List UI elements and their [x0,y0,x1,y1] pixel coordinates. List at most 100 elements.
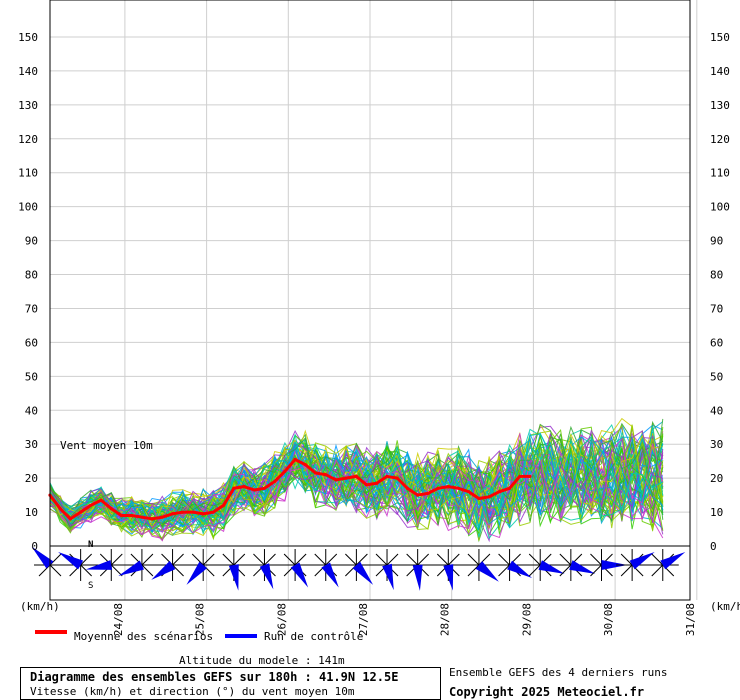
wind-direction-wedge [259,563,274,590]
wind-rose [186,549,220,585]
title-box: Diagramme des ensembles GEFS sur 180h : … [20,667,441,700]
ensemble-members [49,417,664,543]
wind-rose [248,549,281,590]
wind-direction-wedge [507,560,533,578]
wind-rose [340,549,374,585]
wind-direction-wedge [382,563,394,591]
mean-series [48,457,532,521]
wind-rose [217,549,250,591]
ensemble-member-line [49,425,664,529]
y-tick-left: 10 [25,506,38,519]
wind-rose [401,549,434,591]
wind-rose-axis [345,553,368,577]
mean-point [416,493,420,497]
wind-direction-wedge [475,561,499,582]
y-tick-right: 90 [710,235,723,248]
mean-point [354,474,358,479]
mean-point [344,476,348,480]
mean-point [313,471,318,475]
y-tick-left: 80 [25,269,38,282]
wind-direction-wedge [31,546,54,569]
mean-point [232,486,236,490]
chart-title: Diagramme des ensembles GEFS sur 180h : … [30,670,399,684]
wind-direction-wedge [660,552,686,570]
y-tick-left: 20 [25,472,38,485]
date-tick-label: 27/08 [357,603,370,636]
wind-rose [554,549,596,581]
mean-point [79,510,83,514]
ensemble-note: Ensemble GEFS des 4 derniers runs [449,666,668,679]
y-tick-left: 70 [25,302,38,315]
mean-point [518,474,522,479]
wind-direction-wedge [321,562,339,588]
mean-point [283,469,287,473]
chart-axes: 0 0 10 10 20 20 30 30 40 40 50 50 60 60 70 70 80 80 90 90 10… [18,0,730,636]
wind-direction-wedge [118,560,145,576]
mean-point [140,515,144,519]
y-tick-left: 60 [25,336,38,349]
mean-line [48,457,530,521]
wind-rose [493,549,533,581]
y-tick-left: 90 [25,235,38,248]
mean-point [497,490,501,494]
wind-rose [462,549,499,582]
legend-mean-swatch [35,630,67,634]
compass-south: S [88,581,94,591]
mean-point [252,488,256,492]
mean-point [68,517,73,521]
wind-direction-wedge [629,552,655,570]
y-tick-right: 70 [710,302,723,315]
mean-point [507,486,512,490]
mean-point [150,517,154,521]
ensemble-member-line [49,437,664,531]
wind-direction-wedge [228,564,239,591]
mean-point [89,503,93,507]
mean-point [303,462,307,467]
wind-rose [646,549,686,581]
y-tick-right: 150 [710,31,730,44]
wind-direction-wedge [412,564,423,591]
mean-point [119,513,124,518]
mean-point [426,491,430,495]
wind-rose [151,549,189,581]
mean-point [293,457,297,462]
mean-point [191,510,195,514]
mean-point [446,485,450,489]
wind-direction-wedge [569,560,596,574]
mean-point [170,512,175,516]
y-tick-left: 100 [18,201,38,214]
wind-rose [118,549,158,581]
wind-rose [58,549,97,581]
mean-point [467,490,471,494]
y-tick-left: 110 [18,167,38,180]
wind-rose [432,549,465,591]
mean-point [211,510,216,514]
wind-roses [31,546,686,591]
mean-point [58,507,62,511]
legend-control-label: Run de contrôle [264,630,364,643]
wind-direction-wedge [538,560,565,574]
mean-point [385,474,389,479]
date-tick-label: 30/08 [602,603,615,636]
date-tick-label: 26/08 [275,603,288,636]
wind-direction-wedge [58,552,84,570]
compass-north: N [88,540,94,550]
unit-left: (km/h) [20,600,60,613]
ensemble-member-line [49,424,664,526]
mean-point [324,473,328,477]
unit-right: (km/h) [710,600,740,613]
wind-direction-wedge [290,562,309,588]
wind-rose [524,549,565,581]
wind-rose [371,549,404,591]
y-tick-right: 0 [710,540,717,553]
mean-point [405,486,410,490]
wind-direction-wedge [85,560,113,570]
wind-rose [279,549,312,588]
y-tick-left: 150 [18,31,38,44]
y-tick-right: 40 [710,404,723,417]
mean-point [262,486,267,490]
ensemble-member-line [49,436,663,529]
y-tick-right: 80 [710,269,723,282]
chart-subtitle: Vitesse (km/h) et direction (°) du vent … [30,685,355,698]
